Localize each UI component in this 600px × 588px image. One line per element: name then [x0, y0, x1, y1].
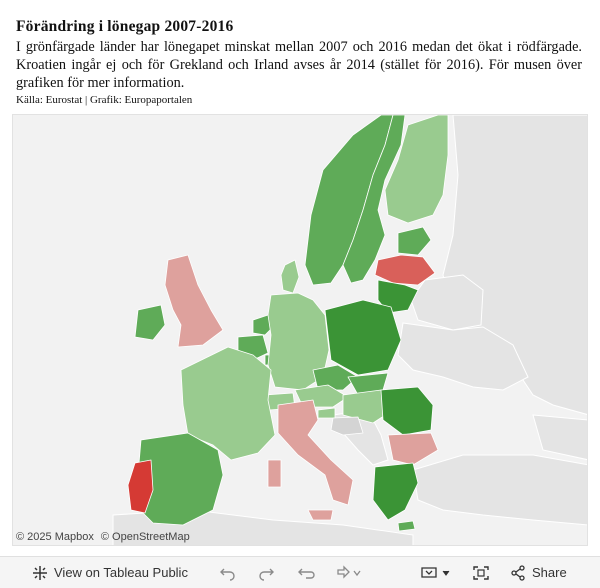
map-panel[interactable]: © 2025 Mapbox © OpenStreetMap: [12, 114, 588, 546]
country-greece[interactable]: [372, 462, 419, 521]
country-estonia[interactable]: [397, 226, 432, 256]
download-button[interactable]: [420, 557, 452, 588]
redo-icon: [258, 565, 276, 581]
belarus-land: [410, 274, 484, 331]
turkey-land: [412, 454, 587, 526]
revert-button[interactable]: [296, 557, 316, 588]
share-icon: [510, 564, 526, 581]
view-on-tableau-button[interactable]: View on Tableau Public: [32, 557, 188, 588]
country-slovenia[interactable]: [317, 407, 336, 419]
tableau-toolbar: View on Tableau Public Share: [0, 556, 600, 588]
osm-credit[interactable]: © OpenStreetMap: [100, 531, 190, 543]
pause-icon: [336, 564, 362, 581]
country-italy[interactable]: [277, 399, 354, 506]
tableau-logo-icon: [32, 565, 48, 581]
undo-icon: [218, 565, 236, 581]
fullscreen-button[interactable]: [472, 557, 490, 588]
mapbox-credit[interactable]: © 2025 Mapbox: [16, 531, 94, 543]
country-bulgaria[interactable]: [387, 432, 439, 466]
country-croatia[interactable]: [330, 416, 364, 436]
ukraine-land: [397, 322, 529, 391]
view-on-tableau-label: View on Tableau Public: [54, 565, 188, 580]
fullscreen-icon: [472, 565, 490, 581]
map-attribution[interactable]: © 2025 Mapbox © OpenStreetMap: [16, 531, 194, 543]
country-sweden[interactable]: [342, 115, 406, 284]
pause-button[interactable]: [336, 557, 362, 588]
share-label: Share: [532, 565, 567, 580]
country-lithuania[interactable]: [377, 279, 419, 314]
caucasus-land: [532, 414, 587, 461]
page-title: Förändring i lönegap 2007-2016: [16, 18, 234, 35]
country-ireland[interactable]: [134, 304, 166, 341]
undo-button[interactable]: [218, 557, 236, 588]
header: Förändring i lönegap 2007-2016 I grönfär…: [16, 18, 582, 107]
revert-icon: [296, 565, 316, 581]
country-sardinia[interactable]: [267, 459, 282, 488]
country-france[interactable]: [180, 346, 276, 461]
share-button[interactable]: Share: [510, 557, 567, 588]
redo-button[interactable]: [258, 557, 276, 588]
download-icon: [420, 565, 452, 581]
country-romania[interactable]: [380, 386, 434, 436]
europe-map[interactable]: [13, 115, 588, 546]
source-credit: Källa: Eurostat | Grafik: Europaportalen: [16, 94, 193, 106]
country-germany[interactable]: [267, 292, 330, 391]
country-cyprus[interactable]: [397, 520, 416, 532]
country-united-kingdom[interactable]: [164, 254, 224, 348]
country-finland[interactable]: [384, 115, 449, 224]
description: I grönfärgade länder har lönegapet minsk…: [16, 39, 582, 91]
country-poland[interactable]: [324, 299, 402, 376]
country-sicily[interactable]: [307, 509, 334, 521]
country-latvia[interactable]: [374, 254, 436, 286]
country-portugal[interactable]: [127, 459, 154, 514]
